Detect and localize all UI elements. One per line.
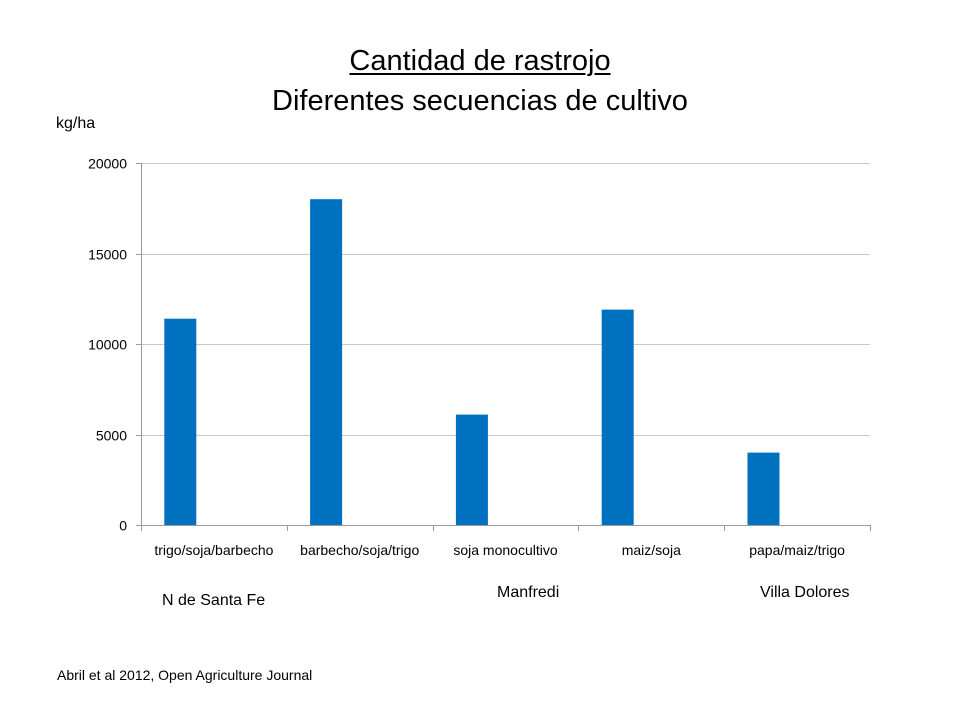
x-tick-label: barbecho/soja/trigo	[300, 542, 419, 558]
chart-title: Cantidad de rastrojo	[349, 45, 611, 77]
x-tick-label: papa/maiz/trigo	[749, 542, 845, 558]
bars	[164, 199, 780, 525]
y-tick-label: 15000	[88, 247, 127, 263]
x-tick-label: soja monocultivo	[453, 542, 557, 558]
y-axis-label: kg/ha	[56, 115, 96, 132]
x-tick-label: maiz/soja	[622, 542, 681, 558]
x-tick-label: trigo/soja/barbecho	[154, 542, 273, 558]
region-label-manfredi: Manfredi	[497, 584, 560, 601]
axes	[136, 163, 871, 531]
y-tick-label: 20000	[88, 156, 127, 172]
bar-1	[310, 199, 343, 525]
gridlines	[141, 163, 870, 436]
y-tick-label: 5000	[96, 428, 127, 444]
bar-3	[601, 309, 634, 525]
bar-4	[747, 452, 780, 525]
region-label-villa-dolores: Villa Dolores	[760, 584, 850, 601]
bar-2	[455, 414, 488, 525]
tick-labels: 0 5000 10000 15000 20000 trigo/soja/barbecho b…	[88, 156, 845, 559]
chart-subtitle: Diferentes secuencias de cultivo	[272, 85, 688, 117]
y-tick-label: 0	[119, 518, 127, 534]
citation: Abril et al 2012, Open Agriculture Journ…	[57, 667, 313, 683]
region-label-n-de-santa-fe: N de Santa Fe	[162, 592, 266, 609]
bar-0	[164, 318, 197, 525]
y-tick-label: 10000	[88, 337, 127, 353]
